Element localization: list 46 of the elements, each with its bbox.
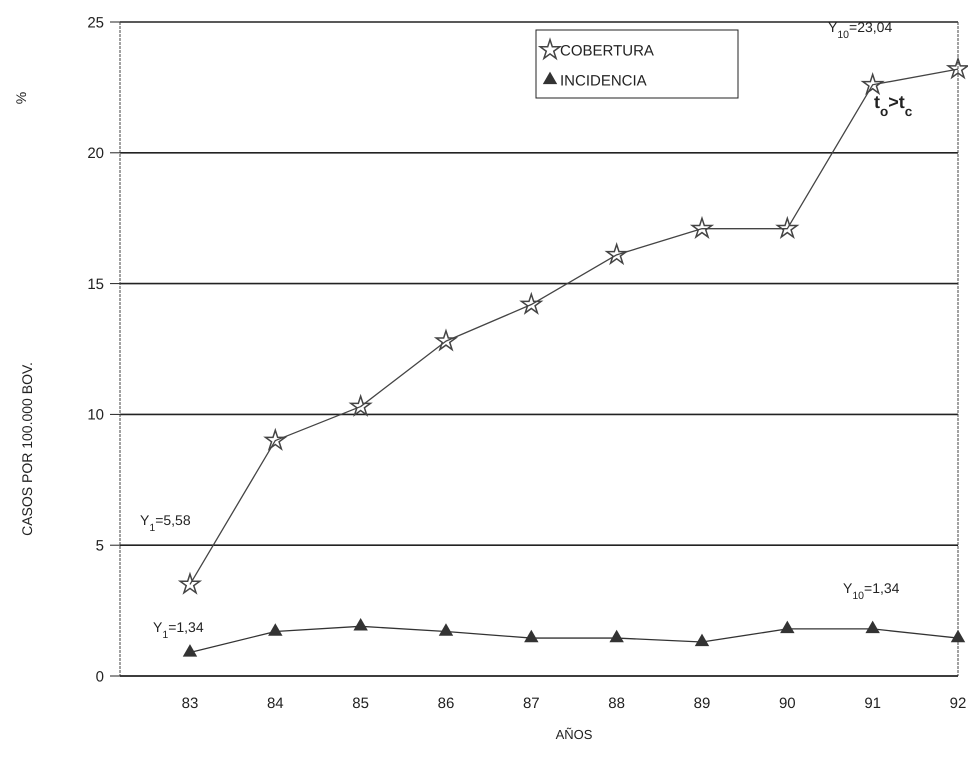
- x-axis-title: AÑOS: [556, 727, 593, 742]
- y-tick-label: 20: [87, 145, 104, 162]
- y-axis-title: CASOS POR 100.000 BOV.: [19, 362, 35, 536]
- y-tick-label: 5: [96, 537, 104, 554]
- y-tick-label: 15: [87, 276, 104, 293]
- annotation: Y$_{10}$=1,34: [843, 580, 900, 602]
- x-tick-label: 89: [694, 695, 710, 712]
- point: [694, 634, 710, 646]
- point: [353, 618, 368, 630]
- annotation: Y$_{1}$=5,58: [140, 512, 191, 534]
- y-tick-label: 0: [96, 668, 104, 686]
- point: [862, 74, 884, 94]
- point: [524, 630, 539, 642]
- text: %: [13, 92, 29, 104]
- point: [865, 620, 880, 634]
- x-tick-label: 92: [950, 695, 966, 712]
- point: [950, 630, 966, 642]
- point: [947, 58, 968, 78]
- y-tick-label: 10: [87, 406, 104, 424]
- x-tick-label: 91: [864, 695, 882, 712]
- point: [179, 573, 201, 594]
- x-tick-label: 88: [608, 695, 625, 712]
- x-tick-label: 84: [266, 695, 284, 712]
- point: [776, 218, 798, 238]
- legend-label: COBERTURA: [560, 42, 654, 60]
- point: [438, 623, 454, 636]
- x-tick-label: 83: [182, 695, 198, 712]
- x-tick-label: 86: [438, 695, 454, 712]
- x-tick-label: 90: [778, 695, 796, 712]
- point: [520, 293, 542, 314]
- annotation: Y$_{10}$=23,04: [828, 19, 892, 41]
- point: [182, 644, 198, 657]
- point: [609, 630, 624, 642]
- point: [606, 244, 628, 264]
- point: [350, 395, 372, 416]
- point: [264, 429, 286, 450]
- point: [435, 330, 457, 350]
- point: [268, 623, 283, 636]
- x-tick-label: 87: [522, 695, 540, 712]
- y-tick-label: 25: [87, 14, 104, 32]
- annotation: t$_{o}$>t$_{c}$: [874, 92, 913, 118]
- annotation: Y$_{1}$=1,34: [153, 619, 204, 641]
- point: [691, 218, 713, 238]
- point: [780, 620, 795, 634]
- legend-label: INCIDENCIA: [560, 72, 647, 90]
- x-tick-label: 85: [352, 695, 369, 712]
